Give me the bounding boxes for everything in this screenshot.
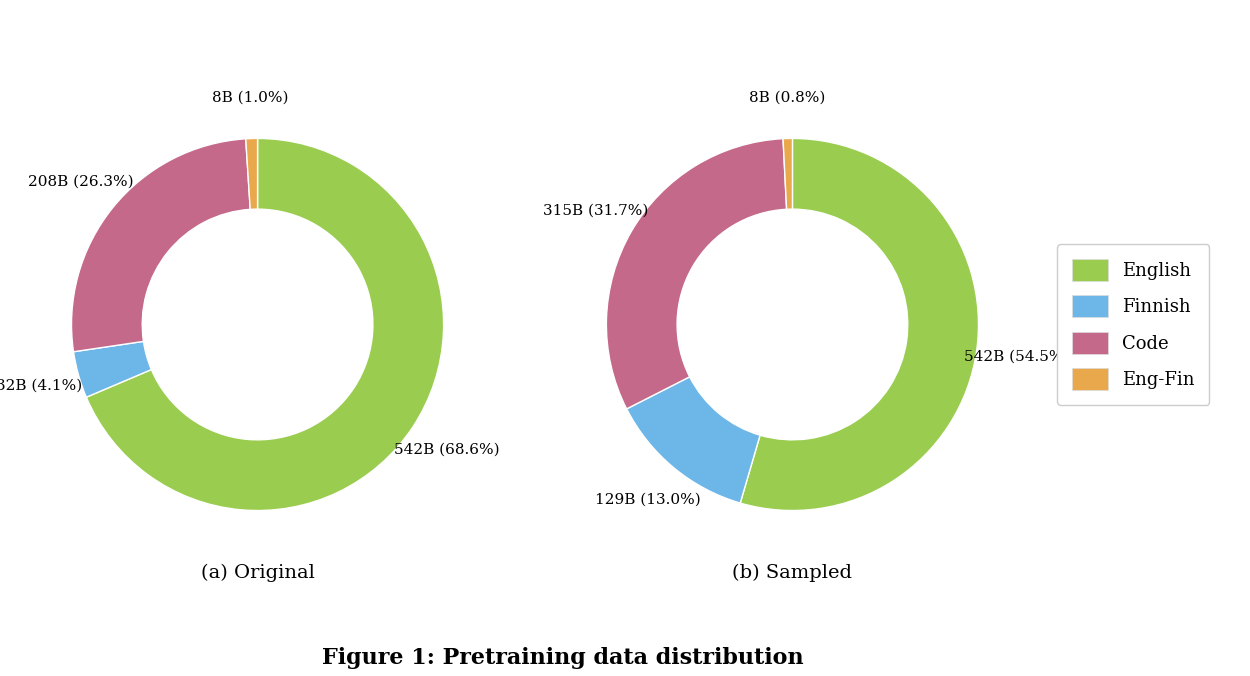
Text: 542B (68.6%): 542B (68.6%) [394,443,500,457]
Wedge shape [74,341,151,397]
Text: 542B (54.5%): 542B (54.5%) [965,349,1070,364]
Wedge shape [246,139,258,210]
Wedge shape [782,139,792,210]
Text: 208B (26.3%): 208B (26.3%) [29,175,134,189]
Text: 8B (0.8%): 8B (0.8%) [749,91,825,105]
Text: 129B (13.0%): 129B (13.0%) [595,492,700,506]
Wedge shape [626,377,760,503]
Title: (b) Sampled: (b) Sampled [732,563,853,581]
Wedge shape [71,139,250,352]
Wedge shape [740,139,979,510]
Wedge shape [606,139,786,409]
Wedge shape [86,139,444,510]
Text: 8B (1.0%): 8B (1.0%) [213,91,289,105]
Text: 32B (4.1%): 32B (4.1%) [0,379,82,393]
Title: (a) Original: (a) Original [200,563,315,581]
Text: 315B (31.7%): 315B (31.7%) [544,203,649,218]
Legend: English, Finnish, Code, Eng-Fin: English, Finnish, Code, Eng-Fin [1058,244,1209,405]
Text: Figure 1: Pretraining data distribution: Figure 1: Pretraining data distribution [321,647,804,669]
